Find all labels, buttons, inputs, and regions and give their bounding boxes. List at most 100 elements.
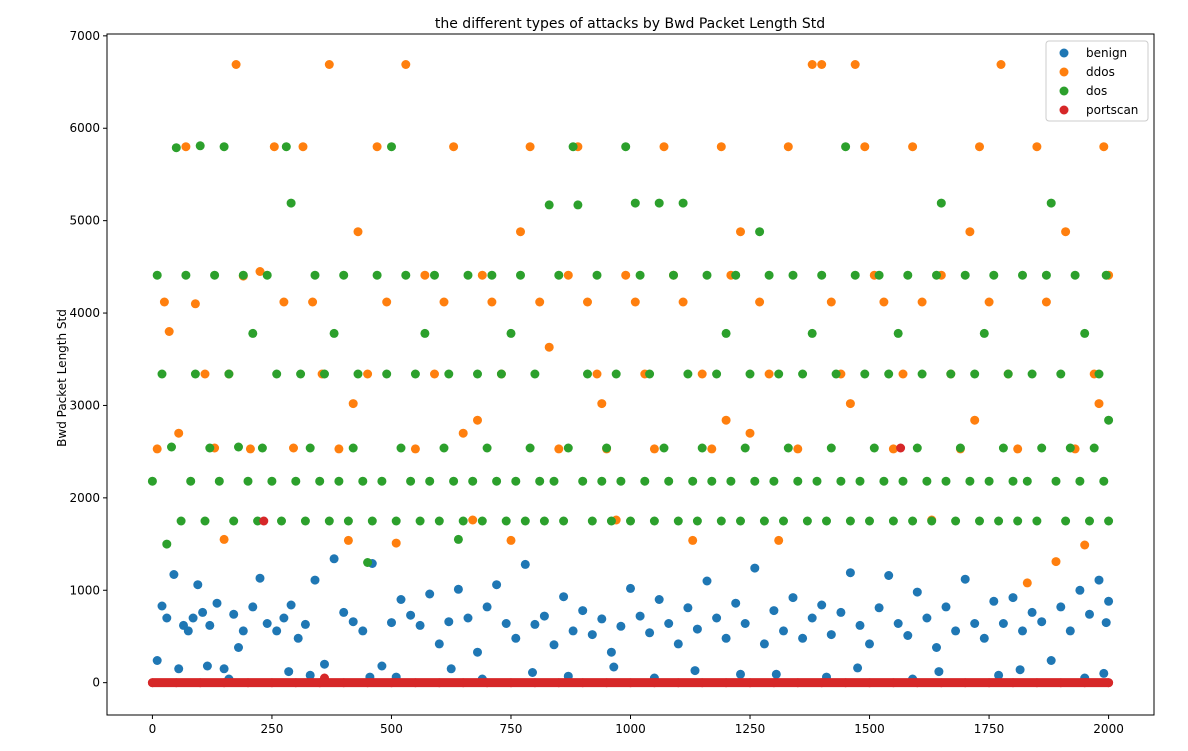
y-axis-label: Bwd Packet Length Std xyxy=(55,309,69,447)
point-dos-154 xyxy=(884,369,894,379)
point-dos-64 xyxy=(453,534,463,544)
point-dos-65 xyxy=(458,516,468,526)
point-dos-9 xyxy=(190,369,200,379)
point-ddos-63 xyxy=(745,428,755,438)
point-benign-46 xyxy=(520,559,530,569)
point-benign-63 xyxy=(683,603,693,613)
point-dos-12 xyxy=(205,443,215,453)
point-dos-163 xyxy=(927,516,937,526)
point-benign-96 xyxy=(998,619,1008,628)
point-dos-167 xyxy=(946,369,956,379)
point-dos-118 xyxy=(712,369,722,379)
point-ddos-19 xyxy=(324,60,334,69)
point-dos-10 xyxy=(195,141,205,151)
point-benign-68 xyxy=(731,598,741,608)
point-dos-152 xyxy=(874,270,884,280)
point-benign-97 xyxy=(1008,593,1018,603)
point-dos-191 xyxy=(1061,516,1071,526)
point-benign-57 xyxy=(626,583,635,593)
point-ddos-94 xyxy=(1051,557,1061,567)
point-dos-99 xyxy=(621,142,631,152)
point-dos-181 xyxy=(1013,516,1023,526)
point-benign-17 xyxy=(255,573,265,583)
point-dos-100 xyxy=(626,516,635,526)
point-dos-53 xyxy=(401,270,411,280)
legend-label-ddos: ddos xyxy=(1086,65,1115,79)
point-dos-131 xyxy=(774,369,784,379)
point-dos-102 xyxy=(635,270,645,280)
point-dos-79 xyxy=(525,443,535,453)
point-benign-55 xyxy=(606,647,616,657)
point-dos-142 xyxy=(826,443,836,453)
point-benign-56 xyxy=(616,621,626,631)
point-ddos-77 xyxy=(888,444,898,454)
point-dos-106 xyxy=(654,198,664,208)
point-ddos-69 xyxy=(807,60,817,69)
point-benign-20 xyxy=(279,613,289,623)
point-benign-73 xyxy=(779,626,788,636)
point-benign-10 xyxy=(205,620,215,630)
point-benign-103 xyxy=(1065,626,1075,636)
point-ddos-36 xyxy=(487,297,497,307)
point-dos-151 xyxy=(869,443,879,453)
point-ddos-80 xyxy=(917,297,927,307)
point-benign-0 xyxy=(152,656,162,665)
point-benign-123 xyxy=(446,664,456,674)
point-benign-129 xyxy=(934,667,944,677)
point-benign-101 xyxy=(1046,656,1056,665)
point-benign-91 xyxy=(951,626,961,636)
point-dos-32 xyxy=(300,516,310,526)
point-ddos-86 xyxy=(975,142,984,152)
point-ddos-13 xyxy=(269,142,279,152)
point-dos-38 xyxy=(329,328,339,338)
point-dos-187 xyxy=(1041,270,1051,280)
point-benign-37 xyxy=(434,639,444,649)
point-dos-30 xyxy=(291,476,301,486)
point-dos-17 xyxy=(229,516,239,526)
point-dos-49 xyxy=(382,369,392,379)
series-ddos xyxy=(152,60,1114,588)
point-benign-98 xyxy=(1018,626,1027,636)
point-ddos-70 xyxy=(817,60,827,69)
point-dos-136 xyxy=(798,369,808,379)
point-ddos-58 xyxy=(697,369,707,379)
point-dos-158 xyxy=(903,270,913,280)
point-benign-81 xyxy=(855,620,865,630)
point-ddos-79 xyxy=(908,142,918,152)
point-benign-35 xyxy=(415,620,425,630)
point-dos-31 xyxy=(296,369,306,379)
point-benign-43 xyxy=(492,580,502,590)
point-dos-74 xyxy=(501,516,511,526)
point-dos-197 xyxy=(1089,443,1099,453)
point-ddos-54 xyxy=(659,142,669,152)
point-ddos-8 xyxy=(219,534,229,544)
point-benign-25 xyxy=(320,659,329,669)
point-benign-40 xyxy=(463,613,473,623)
point-dos-184 xyxy=(1027,369,1037,379)
points-layer xyxy=(147,60,1114,688)
point-benign-66 xyxy=(712,613,722,623)
point-dos-73 xyxy=(496,369,506,379)
point-dos-113 xyxy=(688,476,698,486)
point-dos-5 xyxy=(171,143,181,153)
point-ddos-34 xyxy=(468,515,478,525)
plot-area xyxy=(107,34,1154,715)
point-dos-72 xyxy=(492,476,502,486)
series-dos xyxy=(147,141,1114,567)
point-benign-16 xyxy=(248,602,258,612)
point-dos-120 xyxy=(721,328,731,338)
point-ddos-47 xyxy=(592,369,602,379)
point-dos-162 xyxy=(922,476,932,486)
point-ddos-12 xyxy=(255,267,265,276)
y-tick-label-3000: 3000 xyxy=(69,398,100,412)
point-dos-170 xyxy=(960,270,970,280)
point-dos-37 xyxy=(324,516,334,526)
point-ddos-105 xyxy=(721,415,731,425)
point-dos-87 xyxy=(563,443,573,453)
point-dos-76 xyxy=(511,476,521,486)
point-benign-11 xyxy=(212,598,222,608)
point-dos-11 xyxy=(200,516,210,526)
point-dos-149 xyxy=(860,369,870,379)
point-benign-44 xyxy=(501,619,511,628)
point-benign-26 xyxy=(329,554,339,564)
